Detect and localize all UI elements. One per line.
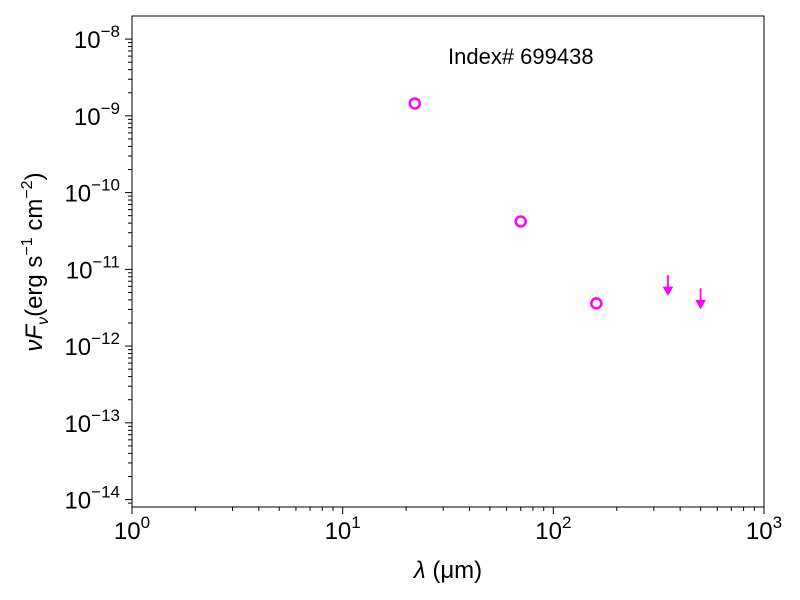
y-tick-base: 10 bbox=[64, 334, 91, 361]
y-axis-exp1: −1 bbox=[19, 237, 36, 255]
upper-limit-marker bbox=[695, 288, 706, 310]
upper-limit-marker bbox=[662, 275, 674, 297]
y-tick-exponent: −11 bbox=[92, 252, 120, 271]
minor-ticks bbox=[128, 42, 755, 511]
x-tick-base: 10 bbox=[535, 518, 562, 545]
x-tick-exponent: 2 bbox=[562, 513, 571, 532]
y-axis-unit-open: (erg s bbox=[21, 256, 48, 317]
x-tick-exponent: 0 bbox=[141, 513, 150, 532]
y-tick-base: 10 bbox=[74, 104, 101, 131]
x-tick-exponent: 3 bbox=[773, 513, 782, 532]
y-tick-label: 10−12 bbox=[64, 329, 120, 361]
y-tick-base: 10 bbox=[64, 181, 91, 208]
y-axis-exp2: −2 bbox=[19, 180, 36, 198]
plot-frame bbox=[131, 15, 765, 508]
y-axis-nu: ν bbox=[21, 340, 48, 352]
y-tick-label: 10−10 bbox=[64, 176, 120, 208]
y-axis-unit-mid: cm bbox=[21, 199, 48, 238]
index-annotation: Index# 699438 bbox=[448, 44, 594, 69]
x-tick-base: 10 bbox=[114, 518, 141, 545]
y-tick-exponent: −10 bbox=[91, 176, 120, 195]
y-tick-exponent: −12 bbox=[91, 329, 120, 348]
y-tick-base: 10 bbox=[66, 257, 93, 284]
y-tick-label: 10−8 bbox=[74, 22, 120, 54]
y-tick-exponent: −8 bbox=[101, 22, 120, 41]
data-point bbox=[590, 297, 603, 310]
x-tick-label: 101 bbox=[325, 513, 361, 545]
y-tick-base: 10 bbox=[74, 27, 101, 54]
y-tick-base: 10 bbox=[64, 411, 91, 438]
y-tick-label: 10−13 bbox=[64, 406, 120, 438]
x-axis-gap bbox=[426, 557, 433, 584]
x-tick-label: 100 bbox=[114, 513, 150, 545]
y-axis-F: F bbox=[21, 324, 48, 340]
data-marks bbox=[408, 97, 706, 310]
y-tick-exponent: −13 bbox=[91, 406, 120, 425]
y-tick-exponent: −14 bbox=[91, 483, 120, 502]
x-axis-unit: (μm) bbox=[432, 557, 482, 584]
x-tick-exponent: 1 bbox=[351, 513, 360, 532]
y-tick-label: 10−11 bbox=[66, 252, 120, 284]
upper-limit-arrowhead bbox=[662, 286, 674, 297]
y-axis-subscript: ν bbox=[35, 317, 52, 325]
x-axis-label: λ (μm) bbox=[412, 557, 482, 584]
y-tick-base: 10 bbox=[64, 488, 91, 515]
major-ticks bbox=[125, 38, 765, 514]
y-tick-label: 10−14 bbox=[64, 483, 120, 515]
y-tick-exponent: −9 bbox=[101, 99, 120, 118]
x-tick-label: 103 bbox=[746, 513, 782, 545]
x-axis-symbol: λ bbox=[412, 557, 426, 584]
x-tick-base: 10 bbox=[746, 518, 773, 545]
data-point bbox=[408, 97, 422, 110]
x-tick-base: 10 bbox=[325, 518, 352, 545]
upper-limit-arrowhead bbox=[695, 299, 706, 310]
data-point bbox=[514, 215, 527, 228]
x-tick-label: 102 bbox=[535, 513, 571, 545]
y-tick-label: 10−9 bbox=[74, 99, 120, 131]
y-axis-label: νFν(erg s−1 cm−2) bbox=[19, 172, 52, 351]
y-axis-unit-close: ) bbox=[21, 172, 48, 180]
tick-labels: 100 101 102 10310−1410−1310−1210−1110−1010−… bbox=[64, 22, 782, 545]
